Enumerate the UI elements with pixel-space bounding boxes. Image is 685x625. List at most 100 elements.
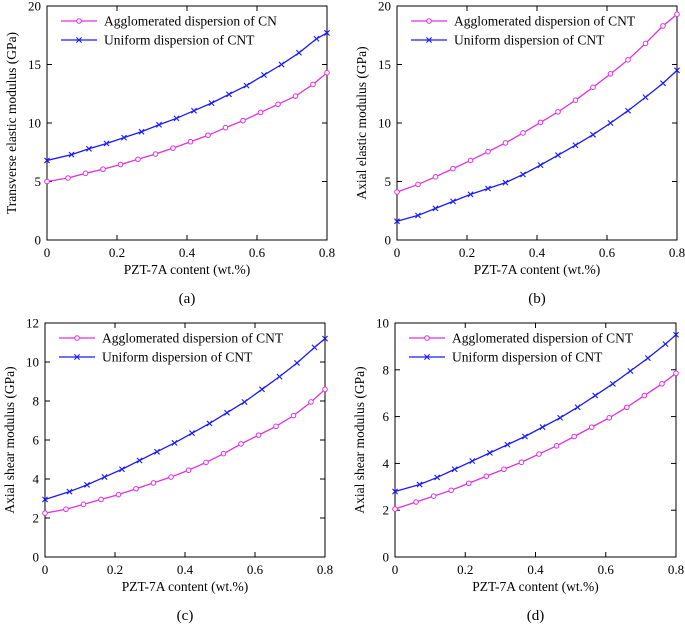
y-axis-label: Axial shear modulus (GPa) bbox=[2, 366, 17, 513]
data-point-cross bbox=[322, 335, 328, 342]
data-point-cross bbox=[261, 72, 267, 79]
data-point-circle bbox=[588, 424, 595, 430]
series-line-agglomerated bbox=[46, 72, 328, 183]
data-point-cross bbox=[208, 100, 215, 107]
data-point-cross bbox=[662, 341, 669, 348]
x-tick-label: 0.2 bbox=[109, 245, 125, 260]
data-point-circle bbox=[536, 451, 542, 457]
y-axis-label: Axial elastic modulus (GPa) bbox=[354, 46, 369, 199]
data-point-circle bbox=[537, 119, 544, 126]
data-point-circle bbox=[257, 109, 264, 116]
data-point-cross bbox=[644, 355, 651, 362]
x-tick-label: 0.4 bbox=[179, 245, 196, 260]
data-point-cross bbox=[502, 179, 509, 186]
data-point-circle bbox=[63, 506, 69, 513]
data-point-cross bbox=[313, 35, 320, 42]
data-point-circle bbox=[641, 392, 648, 399]
data-point-circle bbox=[392, 506, 398, 512]
data-point-circle bbox=[555, 109, 561, 115]
y-tick-label: 0 bbox=[33, 550, 40, 565]
data-point-circle bbox=[642, 40, 649, 47]
data-point-circle bbox=[290, 412, 297, 419]
data-point-cross bbox=[66, 488, 73, 495]
legend-label: Uniform dispersion of CNT bbox=[102, 350, 253, 365]
data-point-circle bbox=[100, 166, 106, 173]
data-point-cross bbox=[592, 392, 599, 399]
data-point-cross bbox=[68, 151, 75, 158]
data-point-circle bbox=[115, 491, 122, 498]
x-tick-label: 0.6 bbox=[247, 562, 264, 577]
data-point-circle bbox=[133, 485, 139, 492]
data-point-cross bbox=[521, 433, 528, 440]
y-tick-label: 0 bbox=[383, 550, 390, 565]
data-point-circle bbox=[590, 84, 596, 91]
y-tick-label: 10 bbox=[28, 116, 41, 131]
x-axis-label: PZT-7A content (wt.%) bbox=[472, 579, 599, 594]
data-point-cross bbox=[324, 29, 330, 36]
y-tick-label: 5 bbox=[385, 174, 392, 189]
data-point-circle bbox=[187, 138, 194, 145]
y-tick-label: 8 bbox=[33, 394, 40, 409]
data-point-circle bbox=[222, 124, 229, 131]
data-point-cross bbox=[673, 331, 679, 338]
x-tick-label: 0 bbox=[44, 245, 51, 260]
data-point-cross bbox=[121, 134, 127, 141]
data-point-cross bbox=[84, 481, 90, 488]
x-tick-label: 0.6 bbox=[599, 245, 616, 260]
data-point-circle bbox=[624, 404, 630, 411]
data-point-circle bbox=[168, 474, 174, 480]
data-point-circle bbox=[659, 381, 665, 387]
data-point-cross bbox=[486, 449, 493, 456]
data-point-circle bbox=[485, 148, 491, 155]
x-tick-label: 0.4 bbox=[177, 562, 194, 577]
data-point-cross bbox=[101, 474, 108, 481]
data-point-circle bbox=[483, 473, 490, 480]
y-axis-label: Axial shear modulus (GPa) bbox=[352, 366, 367, 513]
data-point-cross bbox=[206, 420, 213, 427]
data-point-circle bbox=[518, 459, 525, 466]
data-point-circle bbox=[520, 130, 526, 136]
data-point-cross bbox=[451, 466, 458, 473]
data-point-circle bbox=[273, 423, 279, 430]
data-point-circle bbox=[150, 480, 157, 486]
data-point-cross bbox=[660, 80, 666, 87]
data-point-cross bbox=[520, 171, 526, 178]
legend-label: Uniform dispersion of CNT bbox=[452, 350, 603, 365]
series-line-agglomerated bbox=[394, 372, 677, 510]
x-tick-label: 0.2 bbox=[457, 562, 473, 577]
data-point-cross bbox=[173, 115, 180, 122]
y-tick-label: 15 bbox=[28, 57, 41, 72]
legend-marker-cross bbox=[424, 354, 430, 360]
y-tick-label: 2 bbox=[33, 511, 40, 526]
legend-marker-circle bbox=[426, 18, 432, 24]
y-tick-label: 12 bbox=[26, 316, 39, 331]
data-point-circle bbox=[502, 140, 509, 146]
x-tick-label: 0.4 bbox=[527, 562, 544, 577]
x-tick-label: 0 bbox=[42, 562, 49, 577]
x-tick-label: 0 bbox=[392, 562, 399, 577]
data-point-cross bbox=[42, 496, 48, 503]
data-point-cross bbox=[103, 140, 110, 147]
data-point-cross bbox=[574, 404, 581, 411]
data-point-cross bbox=[590, 131, 596, 138]
legend-marker-cross bbox=[426, 37, 432, 43]
data-point-cross bbox=[416, 481, 423, 488]
data-point-cross bbox=[557, 414, 564, 421]
data-point-cross bbox=[224, 409, 230, 416]
data-point-cross bbox=[572, 142, 579, 149]
y-tick-label: 10 bbox=[26, 355, 39, 370]
data-point-cross bbox=[642, 94, 649, 101]
legend-marker-circle bbox=[424, 335, 430, 341]
data-point-cross bbox=[243, 82, 250, 89]
data-point-circle bbox=[292, 93, 299, 99]
panel-c: 0 0.2 0.4 0.6 0.8 0 2 4 6 8 10 12 PZT-7A content (wt… bbox=[2, 316, 333, 625]
data-point-circle bbox=[415, 181, 421, 188]
y-tick-label: 4 bbox=[383, 456, 390, 471]
y-tick-label: 20 bbox=[378, 0, 391, 14]
data-point-cross bbox=[469, 458, 476, 465]
data-point-cross bbox=[434, 474, 441, 481]
data-point-circle bbox=[220, 450, 227, 457]
x-tick-label: 0.2 bbox=[107, 562, 123, 577]
y-tick-label: 6 bbox=[383, 409, 390, 424]
